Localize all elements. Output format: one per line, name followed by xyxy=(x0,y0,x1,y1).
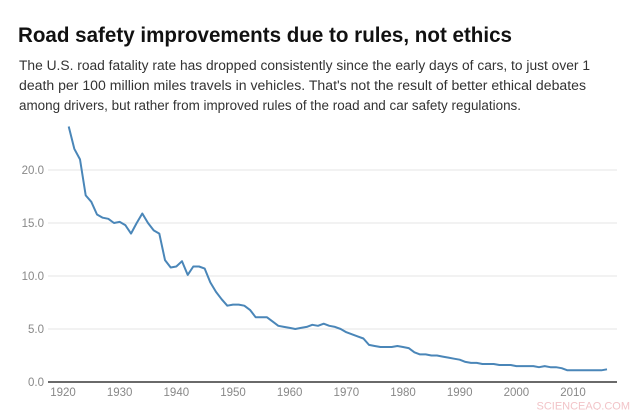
gridlines xyxy=(48,169,617,330)
chart-title: Road safety improvements due to rules, n… xyxy=(18,24,512,47)
subtitle-line: death per 100 million miles travels in v… xyxy=(19,78,586,93)
y-tick-label: 10.0 xyxy=(22,271,44,283)
y-axis: 0.0 5.0 10.0 15.0 20.0 xyxy=(22,165,44,389)
x-tick-label: 1990 xyxy=(447,387,473,399)
y-tick-label: 0.0 xyxy=(28,377,44,389)
x-tick-label: 2010 xyxy=(560,387,586,399)
x-tick-label: 1980 xyxy=(390,387,416,399)
subtitle-line: The U.S. road fatality rate has dropped … xyxy=(19,58,590,73)
y-tick-label: 5.0 xyxy=(28,324,44,336)
x-tick-label: 1920 xyxy=(50,387,76,399)
x-tick-label: 1950 xyxy=(220,387,246,399)
x-tick-label: 1940 xyxy=(164,387,190,399)
x-axis: 1920 1930 1940 1950 1960 1970 1980 1990 2000 2010 xyxy=(50,387,586,399)
x-tick-label: 1970 xyxy=(334,387,360,399)
x-tick-label: 2000 xyxy=(504,387,530,399)
y-tick-label: 20.0 xyxy=(22,165,44,177)
subtitle-line: among drivers, but rather from improved … xyxy=(19,98,521,113)
watermark: SCIENCEAQ.COM xyxy=(536,401,630,410)
x-tick-label: 1960 xyxy=(277,387,303,399)
y-tick-label: 15.0 xyxy=(22,218,44,230)
fatality-rate-line xyxy=(67,126,608,372)
x-tick-label: 1930 xyxy=(107,387,133,399)
